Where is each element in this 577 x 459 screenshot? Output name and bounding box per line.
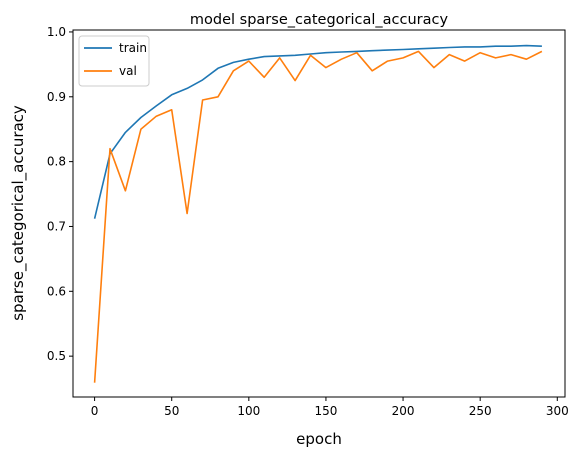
series-line-train — [93, 44, 542, 219]
series-line-val — [93, 50, 543, 383]
x-tick-label: 50 — [164, 404, 179, 418]
x-axis-label: epoch — [296, 430, 342, 448]
legend: train val — [78, 35, 150, 87]
x-axis-ticks: 0 50 100 150 200 250 300 — [91, 397, 569, 418]
y-axis-label: sparse_categorical_accuracy — [9, 105, 28, 321]
legend-label-train: train — [119, 41, 147, 55]
y-tick-label: 0.5 — [47, 349, 66, 363]
x-tick-label: 300 — [546, 404, 569, 418]
chart-title: model sparse_categorical_accuracy — [190, 12, 449, 28]
y-axis-ticks: 0.5 0.6 0.7 0.8 0.9 1.0 — [47, 25, 73, 363]
y-tick-label: 0.9 — [47, 90, 66, 104]
y-tick-label: 0.8 — [47, 155, 66, 169]
x-tick-label: 100 — [237, 404, 260, 418]
x-tick-label: 0 — [91, 404, 99, 418]
y-tick-label: 0.6 — [47, 284, 66, 298]
plot-frame — [72, 29, 566, 398]
x-tick-label: 250 — [469, 404, 492, 418]
x-tick-label: 200 — [392, 404, 415, 418]
x-tick-label: 150 — [314, 404, 337, 418]
y-tick-label: 0.7 — [47, 219, 66, 233]
legend-label-val: val — [119, 64, 137, 78]
y-tick-label: 1.0 — [47, 25, 66, 39]
series-layer — [93, 44, 543, 383]
